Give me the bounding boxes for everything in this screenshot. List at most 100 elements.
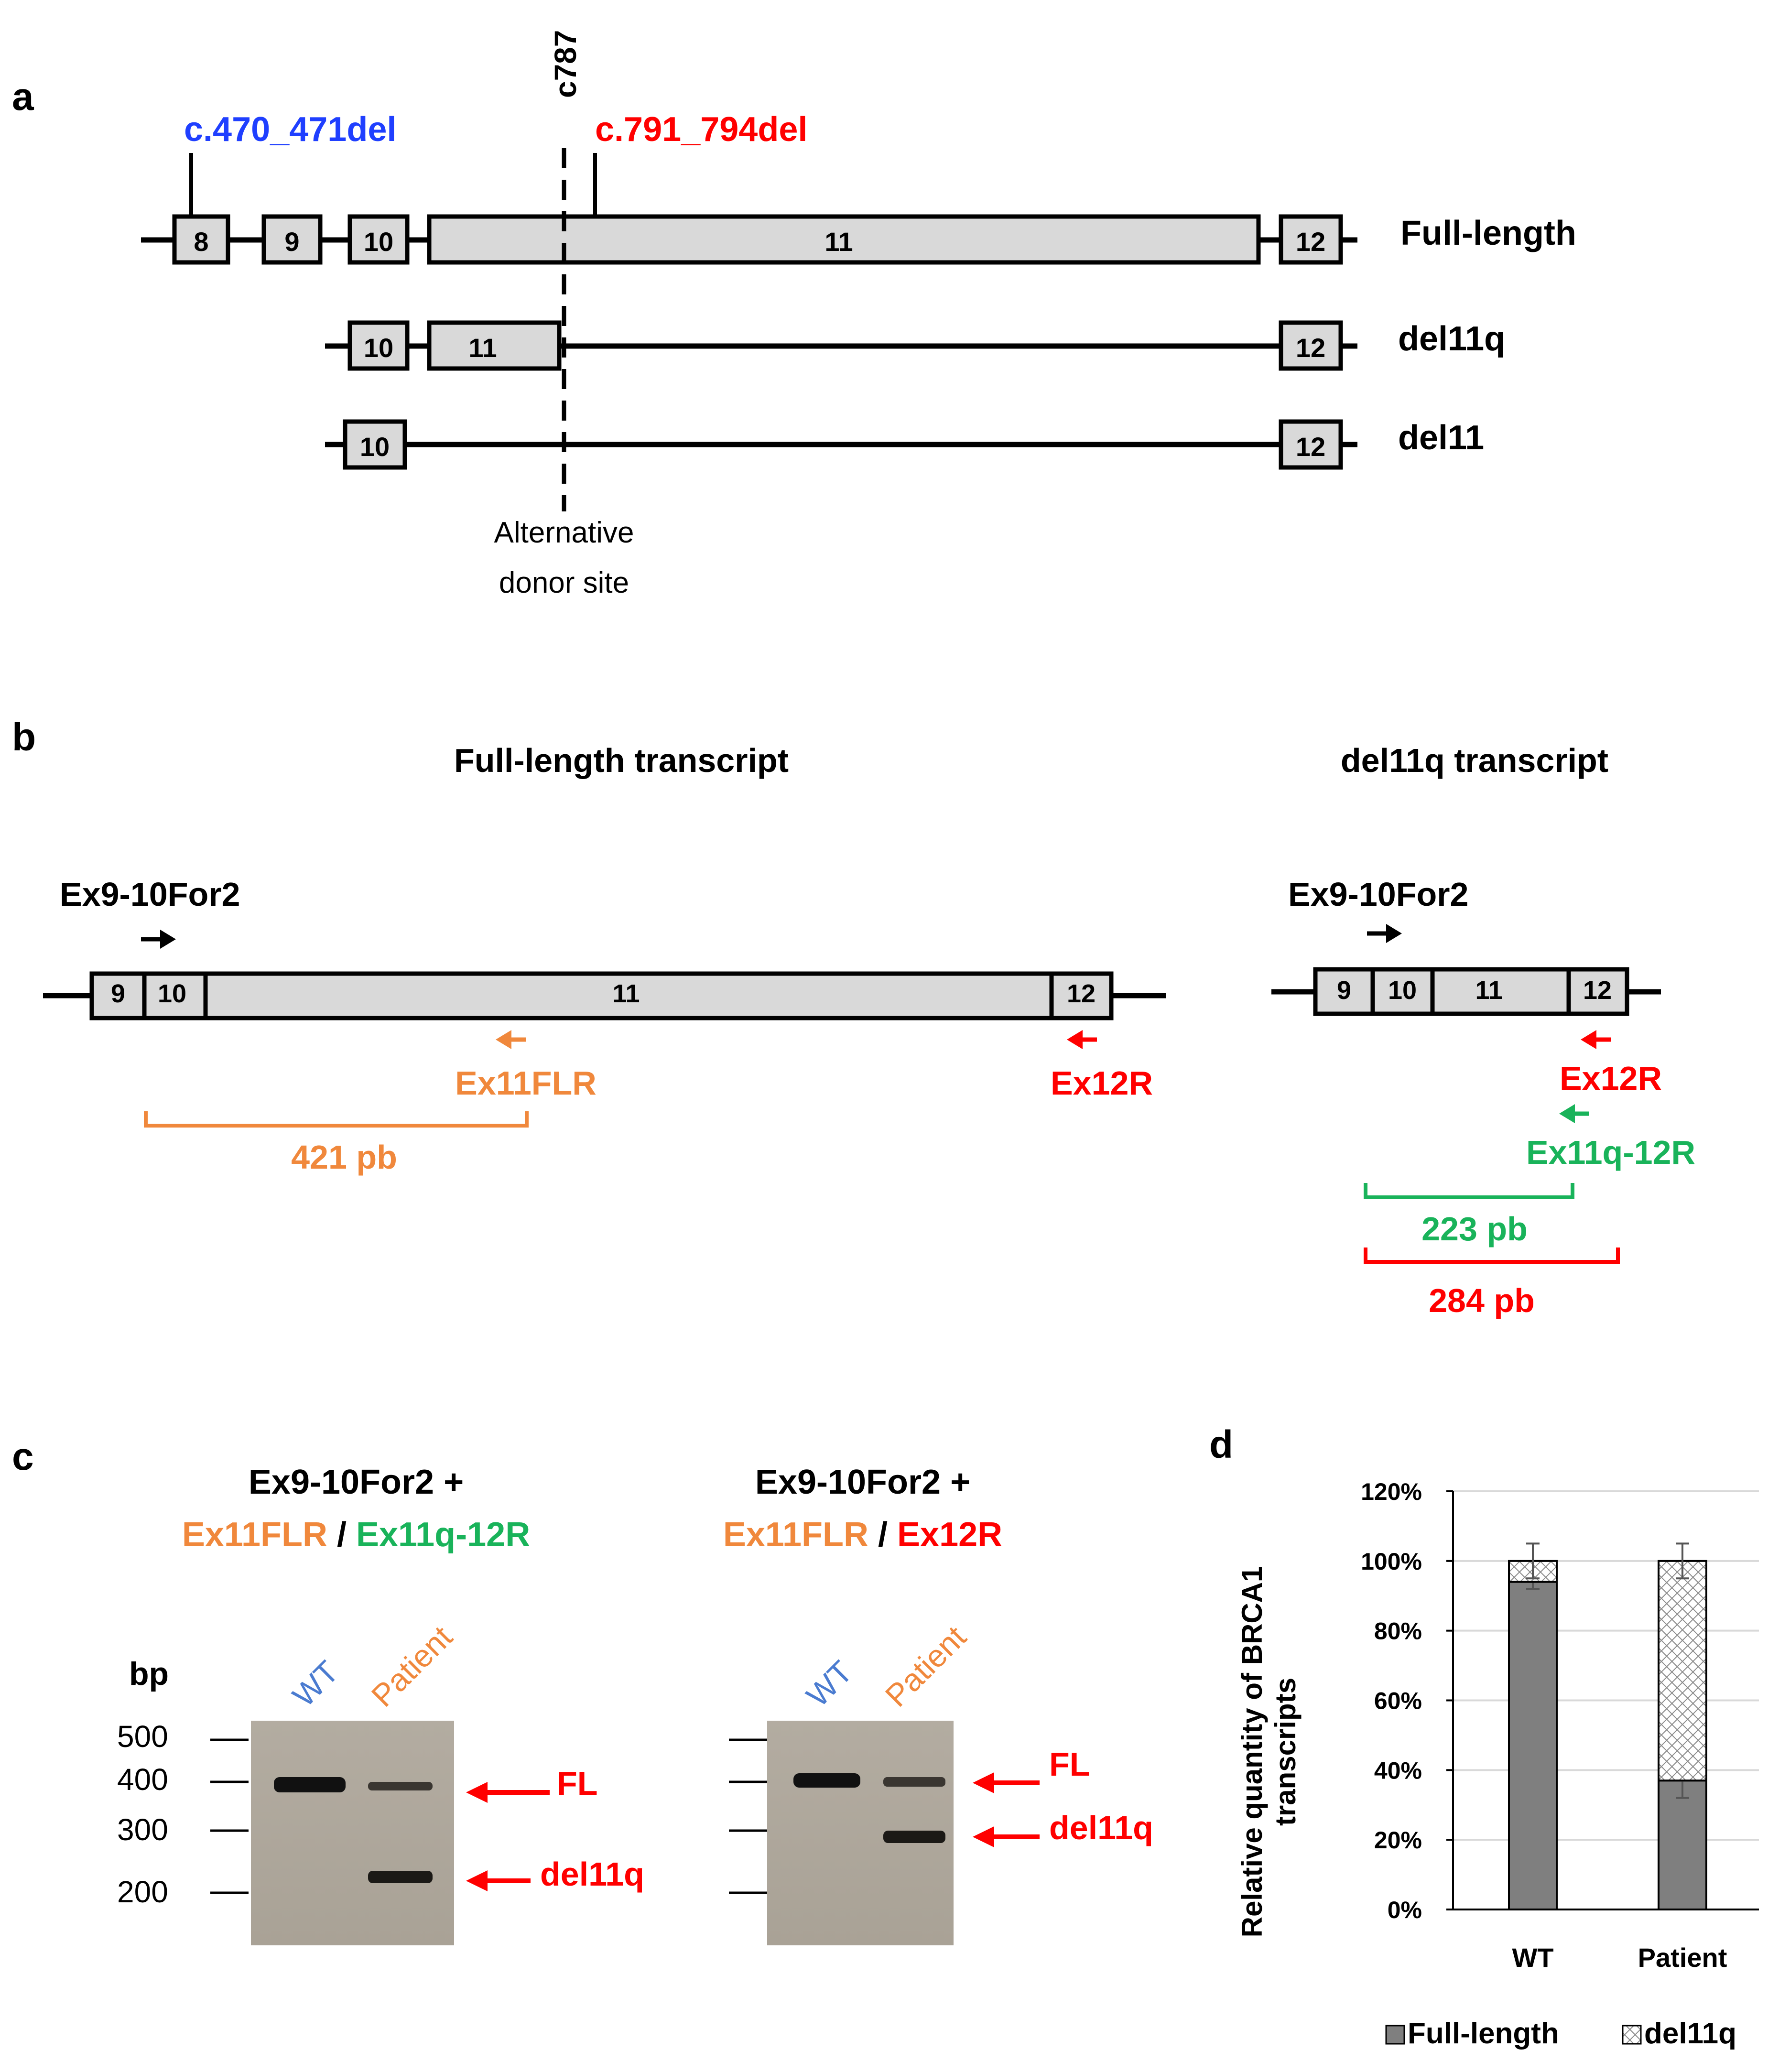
panel-b: b Full-length transcript del11q transcri… (12, 716, 1695, 1319)
y-tick-label: 80% (1374, 1618, 1422, 1645)
exon-10 (347, 214, 410, 265)
legend: Full-length del11q (1385, 2017, 1736, 2050)
band-wt-fl (274, 1777, 346, 1792)
bracket-284 (1364, 1248, 1620, 1264)
b-exon-11-label: 11 (612, 979, 640, 1008)
primer-12r-label-dq: Ex12R (1560, 1060, 1662, 1097)
gel1-primer1: Ex11FLR (182, 1516, 327, 1554)
exon-9 (261, 214, 323, 265)
primer-for-arrowhead-dq (1386, 924, 1402, 943)
lane-patient-label: Patient (365, 1619, 459, 1714)
dq-exon-10-label: 10 (1388, 976, 1417, 1005)
ladder-500: 500 (117, 1719, 168, 1754)
gel-image-1: WT Patient (251, 1619, 459, 1945)
panel-c-label: c (12, 1435, 34, 1478)
band-wt-fl-2 (793, 1773, 860, 1788)
dq-exon-12-label: 12 (1583, 976, 1612, 1005)
gel1-title-line1: Ex9-10For2 + (249, 1463, 464, 1501)
dq-exon-11-label: 11 (1475, 976, 1502, 1005)
alt-donor-label-line2: donor site (499, 566, 629, 599)
primer-q12r-arrowhead (1559, 1104, 1575, 1123)
del11q-transcript-title: del11q transcript (1341, 742, 1608, 779)
b-exon-12-label: 12 (1067, 979, 1096, 1008)
exon-11-label: 11 (824, 227, 853, 257)
band-patient-fl (368, 1782, 433, 1790)
exon-10-label: 10 (364, 227, 393, 257)
gel-background (251, 1721, 454, 1945)
band-fl-label-1: FL (557, 1765, 598, 1802)
ladder-400: 400 (117, 1762, 168, 1797)
x-tick-label: WT (1512, 1942, 1553, 1973)
mutation-blue-label: c.470_471del (184, 110, 396, 149)
primer-flr-arrowhead (496, 1030, 511, 1049)
lane-wt-label: WT (286, 1654, 346, 1714)
gel1-title-line2: Ex11FLR / Ex11q-12R (182, 1516, 530, 1554)
y-tick-label: 20% (1374, 1827, 1422, 1854)
dq-exon-9-label: 9 (1337, 976, 1351, 1005)
full-length-label: Full-length (1400, 214, 1576, 252)
panel-d: d Relative quantity of BRCA1 transcripts… (1209, 1423, 1759, 2050)
y-tick-label: 60% (1374, 1688, 1422, 1714)
primer-for-label-dq: Ex9-10For2 (1288, 876, 1468, 913)
panel-c: c Ex9-10For2 + Ex11FLR / Ex11q-12R Ex9-1… (12, 1435, 1153, 1945)
bar-chart: 0% 20% 40% 60% 80% 100% 120% WT Patient (1361, 1478, 1759, 1973)
exon-12 (1279, 320, 1343, 371)
arrow-fl-1-head (466, 1782, 488, 1803)
c787-label: c787 (548, 30, 583, 98)
primer-12r-arrowhead (1067, 1030, 1083, 1049)
exon-12-label: 12 (1296, 432, 1325, 462)
legend-swatch-full-length (1385, 2025, 1405, 2045)
y-tick-label: 100% (1361, 1548, 1422, 1575)
size-284-label: 284 pb (1429, 1282, 1535, 1319)
gel1-sep: / (327, 1516, 356, 1554)
exon-12 (1279, 419, 1343, 470)
b-exon-9-label: 9 (111, 979, 125, 1008)
exon-12-label: 12 (1296, 333, 1325, 363)
exon-10 (347, 320, 410, 371)
gel2-primer1: Ex11FLR (723, 1516, 868, 1554)
exon-11 (427, 214, 1261, 265)
gel2-title-line2: Ex11FLR / Ex12R (723, 1516, 1002, 1554)
bracket-223 (1364, 1183, 1574, 1199)
primer-for-arrowhead (160, 930, 176, 949)
panel-a: a c.470_471del c.791_794del c787 8 9 10 … (12, 30, 1576, 599)
del11-row: 10 12 del11 (325, 419, 1484, 470)
exon-8 (172, 214, 230, 265)
full-length-row: 8 9 10 11 12 Full-length (141, 214, 1576, 265)
size-223-label: 223 pb (1421, 1210, 1528, 1248)
exon-11-partial (427, 320, 562, 371)
gel1-primer2: Ex11q-12R (356, 1516, 530, 1554)
mutation-red-label: c.791_794del (595, 110, 807, 149)
y-tick-label: 40% (1374, 1757, 1422, 1784)
bar-del11q-patient (1658, 1560, 1707, 1782)
primer-q12r-label: Ex11q-12R (1526, 1134, 1695, 1171)
legend-swatch-del11q (1622, 2025, 1642, 2045)
b-exon-12 (1049, 971, 1114, 1020)
del11q-label: del11q (1398, 320, 1505, 358)
fl-transcript-title: Full-length transcript (454, 742, 789, 779)
del11-label: del11 (1398, 419, 1484, 457)
primer-12r-arrowhead-dq (1581, 1030, 1596, 1049)
primer-12r-label: Ex12R (1051, 1064, 1153, 1102)
gel2-primer2: Ex12R (897, 1516, 1002, 1554)
dq-exon-9 (1313, 967, 1375, 1016)
exon-10-label: 10 (364, 333, 393, 363)
exon-12-label: 12 (1296, 227, 1325, 257)
lane-patient-label-2: Patient (879, 1619, 973, 1714)
gel-image-2: WT Patient (767, 1619, 973, 1945)
band-patient-fl-2 (883, 1777, 945, 1787)
bp-label: bp (129, 1656, 169, 1692)
ladder-200: 200 (117, 1875, 168, 1909)
exon-10 (343, 419, 407, 470)
exon-12 (1279, 214, 1343, 265)
bar-full-length-patient (1658, 1779, 1707, 1910)
y-tick-label: 120% (1361, 1478, 1422, 1505)
panel-d-label: d (1209, 1423, 1233, 1466)
y-tick-label: 0% (1388, 1897, 1422, 1923)
band-fl-label-2: FL (1049, 1746, 1090, 1783)
panel-a-label: a (12, 75, 34, 119)
lane-wt-label-2: WT (800, 1654, 859, 1714)
ladder-300: 300 (117, 1812, 168, 1847)
exon-10-label: 10 (360, 432, 390, 462)
